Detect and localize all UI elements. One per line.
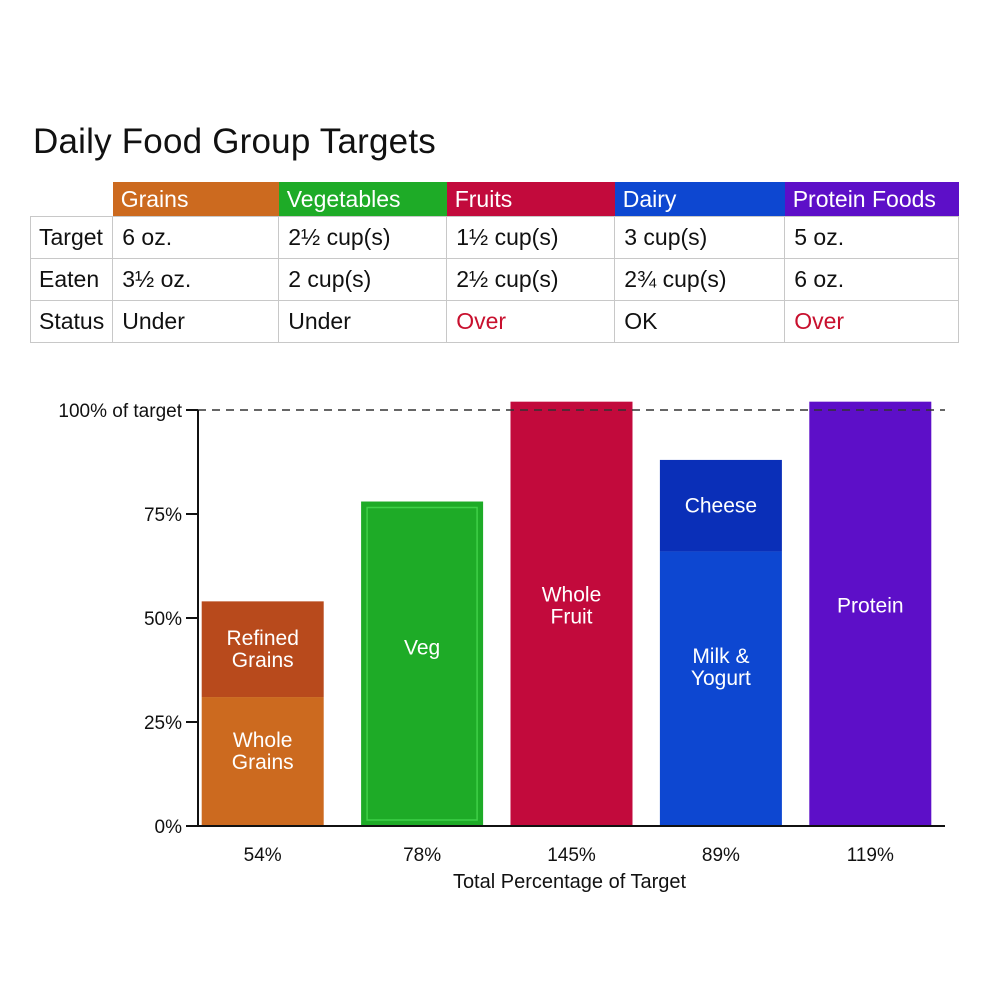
bar-segment-4-0 (809, 401, 932, 826)
table-cell: 2 cup(s) (278, 258, 448, 301)
bar-inner-outline (366, 506, 478, 821)
table-cell: 6 oz. (112, 216, 280, 259)
header-grains: Grains (112, 182, 279, 217)
status-cell: Over (784, 300, 960, 343)
bar-segment-3-1 (659, 459, 782, 552)
row-label: Status (29, 300, 114, 343)
x-tick-label: 145% (547, 845, 596, 866)
table-corner (30, 182, 113, 217)
page-title: Daily Food Group Targets (33, 122, 436, 161)
bar-segment-label: Cheese (685, 495, 757, 518)
header-dairy: Dairy (614, 182, 785, 217)
y-tick-label: 0% (155, 817, 183, 838)
table-cell: 3 cup(s) (614, 216, 786, 259)
table-cell: 6 oz. (784, 258, 960, 301)
bar-segment-label: Whole Fruit (542, 583, 602, 628)
table-row-eaten: Eaten 3½ oz. 2 cup(s) 2½ cup(s) 2¾ cup(s… (29, 258, 960, 301)
bar-segment-2-0 (510, 401, 633, 826)
table-cell: 1½ cup(s) (446, 216, 616, 259)
x-tick-label: 78% (403, 845, 441, 866)
header-vegetables: Vegetables (278, 182, 447, 217)
y-tick-label: 50% (144, 609, 182, 630)
x-tick-label: 54% (244, 845, 282, 866)
bar-segment-label: Protein (837, 594, 904, 617)
bar-segment-label: Whole Grains (232, 729, 294, 774)
row-label: Eaten (29, 258, 114, 301)
table-row-status: Status Under Under Over OK Over (29, 300, 960, 343)
bar-segment-label: Milk & Yogurt (691, 645, 751, 690)
table-cell: 5 oz. (784, 216, 960, 259)
status-cell: Under (278, 300, 448, 343)
x-tick-label: 119% (847, 845, 894, 866)
table-cell: 2¾ cup(s) (614, 258, 786, 301)
x-axis-title: Total Percentage of Target (453, 871, 687, 893)
bar-segment-0-0 (201, 697, 324, 826)
y-tick-label: 25% (144, 713, 182, 734)
y-tick-label: 100% of target (58, 401, 182, 422)
table-row-target: Target 6 oz. 2½ cup(s) 1½ cup(s) 3 cup(s… (29, 216, 960, 259)
targets-table: Grains Vegetables Fruits Dairy Protein F… (29, 182, 960, 343)
table-header-row: Grains Vegetables Fruits Dairy Protein F… (30, 182, 959, 217)
bar-segment-1-0 (361, 501, 484, 826)
table-cell: 2½ cup(s) (278, 216, 448, 259)
bar-segment-label: Veg (404, 637, 440, 660)
header-fruits: Fruits (446, 182, 615, 217)
y-tick-label: 75% (144, 505, 182, 526)
bar-segment-0-1 (201, 601, 324, 698)
header-protein-foods: Protein Foods (784, 182, 959, 217)
row-label: Target (29, 216, 114, 259)
bar-segment-3-0 (659, 551, 782, 826)
status-cell: OK (614, 300, 786, 343)
status-cell: Over (446, 300, 616, 343)
table-cell: 3½ oz. (112, 258, 280, 301)
status-cell: Under (112, 300, 280, 343)
x-tick-label: 89% (702, 845, 740, 866)
bar-segment-label: Refined Grains (227, 627, 299, 672)
